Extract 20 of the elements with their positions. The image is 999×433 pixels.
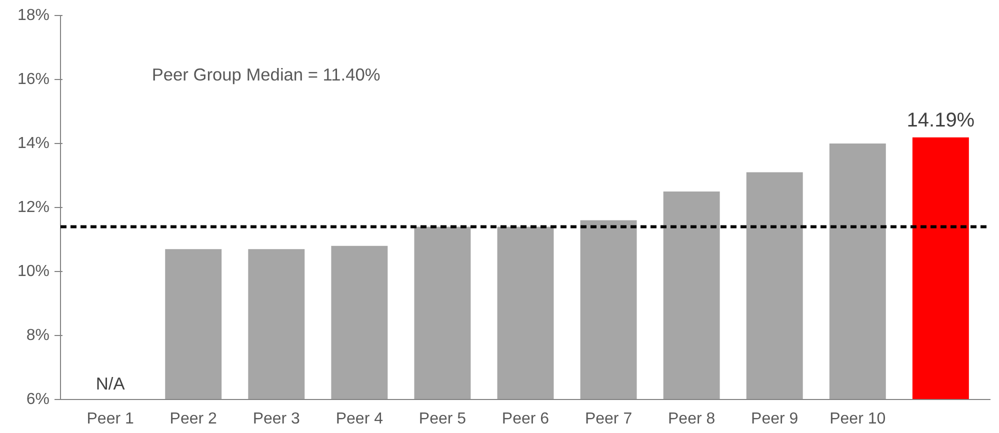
annotation: Peer Group Median = 11.40%	[152, 64, 380, 85]
x-tick-label: Peer 1	[86, 410, 134, 428]
data-label: 14.19%	[906, 109, 975, 132]
y-tick-label: 16%	[17, 71, 50, 88]
x-tick-label: Peer 7	[584, 410, 632, 428]
y-tick-label: 8%	[26, 327, 50, 344]
y-tick-label: 18%	[17, 7, 50, 24]
x-tick-label: Peer 2	[170, 410, 218, 428]
y-tick-label: 12%	[17, 199, 50, 216]
x-tick-label: Peer 3	[252, 410, 300, 428]
x-tick-label: Peer 6	[502, 410, 550, 428]
y-tick-label: 14%	[17, 135, 50, 152]
x-tick-label: Peer 5	[418, 410, 466, 428]
y-tick-label: 10%	[17, 263, 50, 280]
x-tick-label: Peer 10	[830, 410, 886, 428]
text: N/A	[96, 374, 125, 394]
x-tick-label: Peer 9	[751, 410, 798, 428]
x-tick-label: Peer 4	[336, 410, 384, 428]
x-tick-label: Peer 8	[668, 410, 716, 428]
y-tick-label: 6%	[26, 391, 50, 408]
